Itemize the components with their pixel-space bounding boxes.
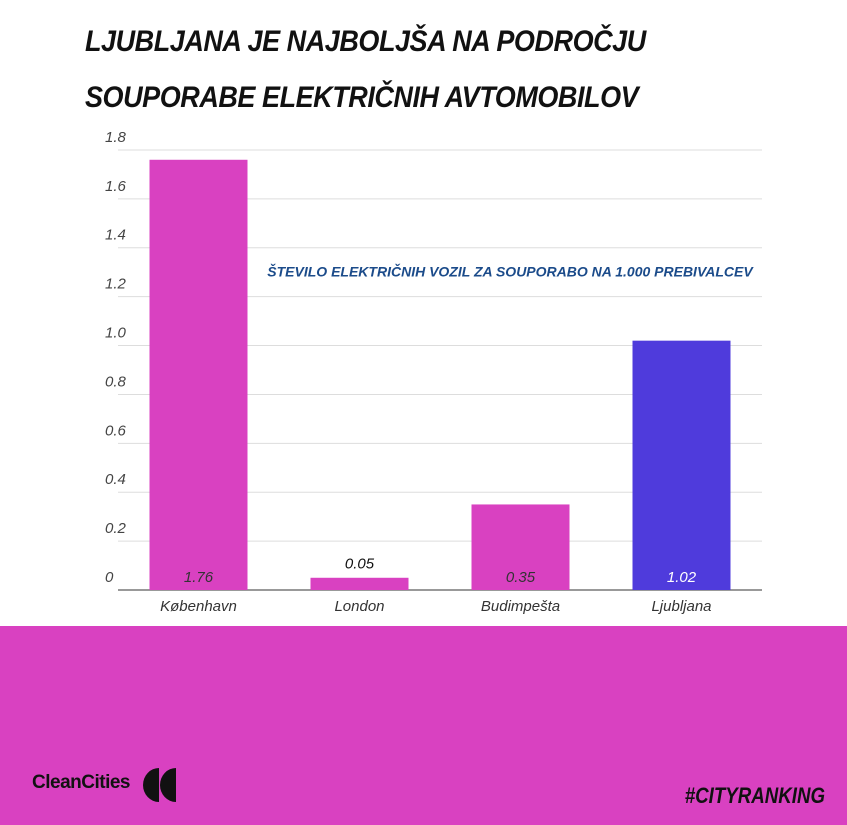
y-tick-label: 1.8 — [105, 129, 127, 146]
y-tick-label: 1.4 — [105, 227, 126, 244]
bar — [310, 577, 409, 590]
x-tick-label: Ljubljana — [651, 598, 711, 615]
brand: CleanCities — [32, 772, 130, 793]
hashtag: #CITYRANKING — [684, 783, 825, 808]
annotation: ŠTEVILO ELEKTRIČNIH VOZIL ZA SOUPORABO N… — [267, 263, 754, 280]
value-label: 1.02 — [667, 569, 697, 586]
value-label: 1.76 — [184, 569, 214, 586]
value-label: 0.35 — [506, 569, 536, 586]
y-tick-label: 1.2 — [105, 276, 127, 293]
y-tick-label: 0.6 — [105, 422, 127, 439]
x-tick-label: Budimpešta — [481, 598, 560, 615]
bar — [632, 340, 731, 590]
y-tick-label: 0.2 — [105, 520, 127, 537]
y-tick-label: 0 — [105, 569, 114, 586]
logo — [143, 768, 176, 802]
bar — [471, 504, 570, 590]
chart-title: LJUBLJANA JE NAJBOLJŠA NA PODROČJU SOUPO… — [85, 25, 646, 114]
x-tick-label: København — [160, 598, 237, 615]
chart: ŠTEVILO ELEKTRIČNIH VOZIL ZA SOUPORABO N… — [105, 129, 762, 615]
footer-band — [0, 626, 847, 825]
y-tick-label: 1.0 — [105, 325, 127, 342]
value-label: 0.05 — [345, 556, 375, 573]
x-tick-label: London — [334, 598, 384, 615]
y-tick-label: 0.8 — [105, 373, 127, 390]
bar — [149, 159, 248, 590]
y-tick-label: 1.6 — [105, 178, 127, 195]
y-tick-label: 0.4 — [105, 471, 126, 488]
